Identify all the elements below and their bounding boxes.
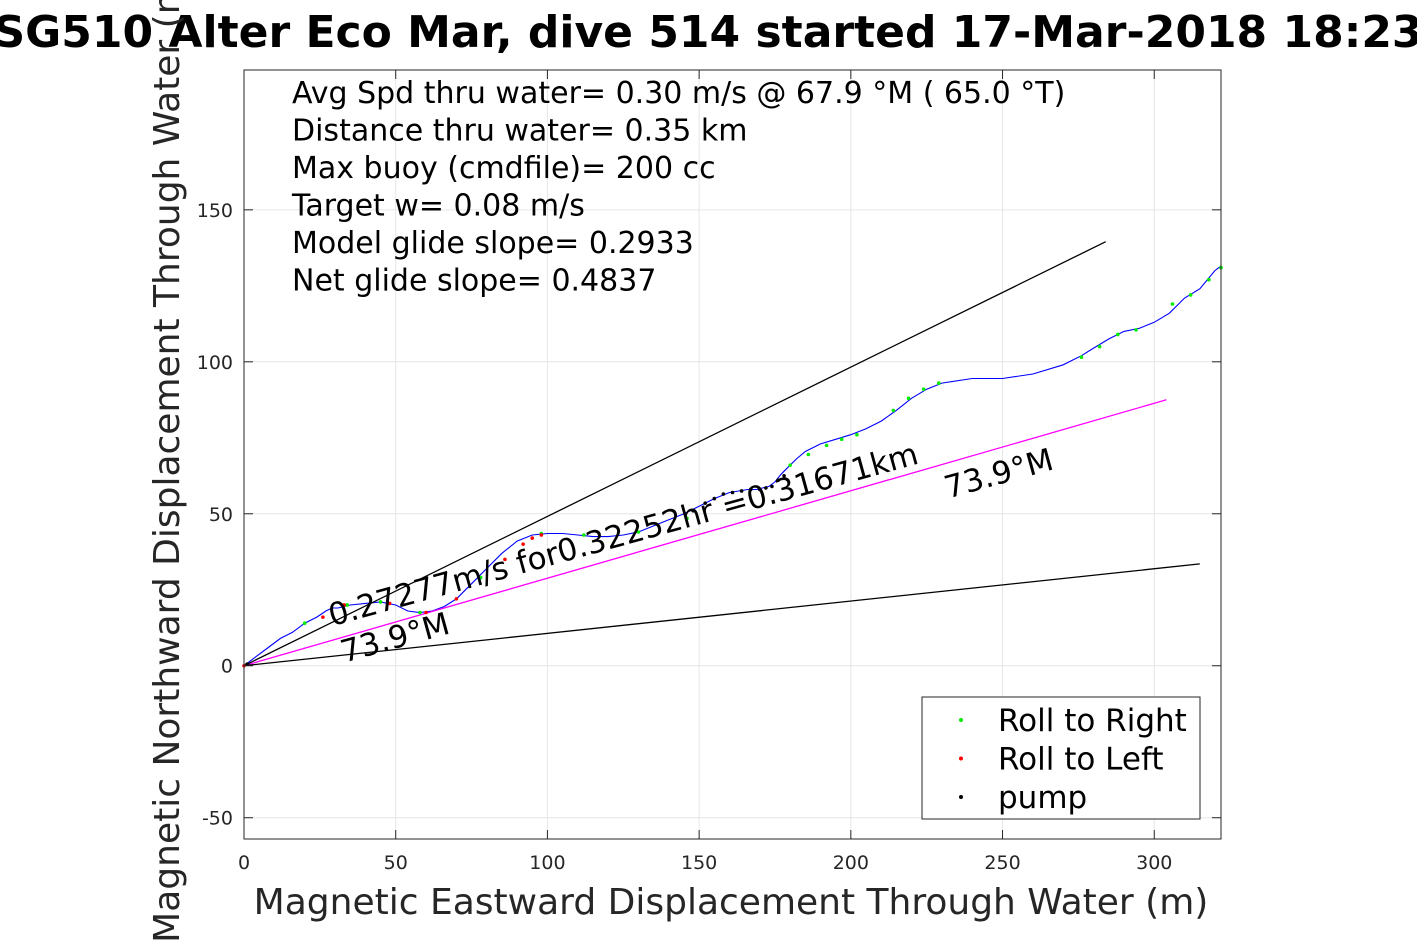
roll-to-right-point (824, 443, 829, 448)
roll-to-right-point (478, 575, 483, 580)
info-line: Net glide slope= 0.4837 (292, 264, 656, 299)
info-line: Distance thru water= 0.35 km (292, 114, 747, 149)
roll-to-left-point (539, 533, 544, 537)
roll-to-right-point (636, 530, 641, 534)
y-tick-label: -50 (202, 808, 233, 830)
roll-to-right-point (1134, 328, 1138, 332)
roll-to-left-point (387, 601, 392, 606)
pump-point (748, 487, 753, 492)
roll-to-right-point (1079, 355, 1084, 360)
envelope-lower-line (243, 563, 1200, 667)
x-axis-label: Magnetic Eastward Displacement Through W… (254, 882, 1209, 923)
pump-point (730, 490, 735, 495)
legend-label: Roll to Left (998, 742, 1164, 778)
roll-to-right-point (891, 408, 896, 413)
pump-point (721, 492, 726, 496)
plot-frame (243, 69, 1222, 840)
roll-to-right-point (806, 452, 811, 457)
pump-point (739, 489, 744, 493)
roll-to-left-point (503, 557, 507, 562)
grid (243, 70, 1221, 839)
roll-to-right-point (582, 533, 586, 537)
roll-to-left-point (342, 603, 346, 607)
roll-to-right-point (418, 610, 422, 615)
pump-point (782, 473, 786, 478)
roll-to-right-point (1170, 302, 1175, 306)
roll-to-left-point (321, 615, 325, 619)
roll-to-left-point (424, 610, 428, 615)
y-tick-label: 0 (221, 656, 233, 678)
x-tick-label: 150 (681, 852, 717, 874)
x-tick-label: 200 (833, 852, 869, 874)
legend-box (921, 696, 1201, 820)
x-tick-label: 250 (984, 852, 1020, 874)
roll-to-right-point (1116, 332, 1120, 337)
roll-to-right-point (345, 603, 349, 607)
roll-to-right-point (1097, 344, 1102, 349)
legend-marker (959, 795, 963, 799)
roll-to-right-point (1188, 293, 1193, 297)
pump-point (691, 508, 695, 513)
legend-marker (959, 756, 963, 761)
x-tick-label: 50 (384, 852, 408, 874)
roll-to-right-point (855, 432, 859, 437)
info-line: Target w= 0.08 m/s (291, 189, 585, 224)
pump-point (776, 478, 780, 483)
legend-label: pump (998, 780, 1087, 816)
chart-title: SG510 Alter Eco Mar, dive 514 started 17… (0, 7, 1417, 58)
legend-marker (959, 718, 963, 722)
envelope-upper-line (243, 241, 1106, 667)
series-points (242, 265, 1223, 668)
pump-point (770, 484, 774, 489)
dive-info-block: Avg Spd thru water= 0.30 m/s @ 67.9 °M (… (291, 76, 1065, 299)
pump-point (703, 501, 707, 505)
info-line: Model glide slope= 0.2933 (292, 226, 694, 261)
roll-to-right-point (685, 516, 689, 521)
x-tick-label: 100 (529, 852, 565, 874)
roll-to-right-point (937, 381, 941, 385)
roll-to-left-point (454, 597, 459, 601)
pump-point (712, 496, 717, 501)
pump-point (758, 487, 762, 492)
y-tick-label: 100 (197, 352, 233, 374)
info-line: Max buoy (cmdfile)= 200 cc (292, 151, 716, 186)
roll-to-right-point (839, 437, 844, 442)
roll-to-right-point (788, 463, 792, 467)
roll-to-right-point (921, 387, 926, 391)
y-tick-label: 50 (209, 504, 233, 526)
roll-to-right-point (906, 396, 911, 401)
y-axis-label: Magnetic Northward Displacement Through … (147, 0, 188, 943)
roll-to-right-point (1207, 277, 1211, 282)
info-line: Avg Spd thru water= 0.30 m/s @ 67.9 °M (… (292, 76, 1065, 111)
roll-to-left-point (530, 536, 535, 540)
y-tick-label: 150 (197, 200, 233, 222)
heading-line-73-9-m-line (243, 399, 1167, 667)
legend-label: Roll to Right (998, 703, 1187, 739)
roll-to-left-point (521, 542, 525, 546)
pump-point (245, 662, 249, 667)
pump-point (764, 486, 768, 490)
roll-to-right-point (302, 621, 307, 625)
x-tick-label: 300 (1136, 852, 1172, 874)
roll-to-right-point (378, 600, 383, 604)
x-tick-label: 0 (238, 852, 250, 874)
